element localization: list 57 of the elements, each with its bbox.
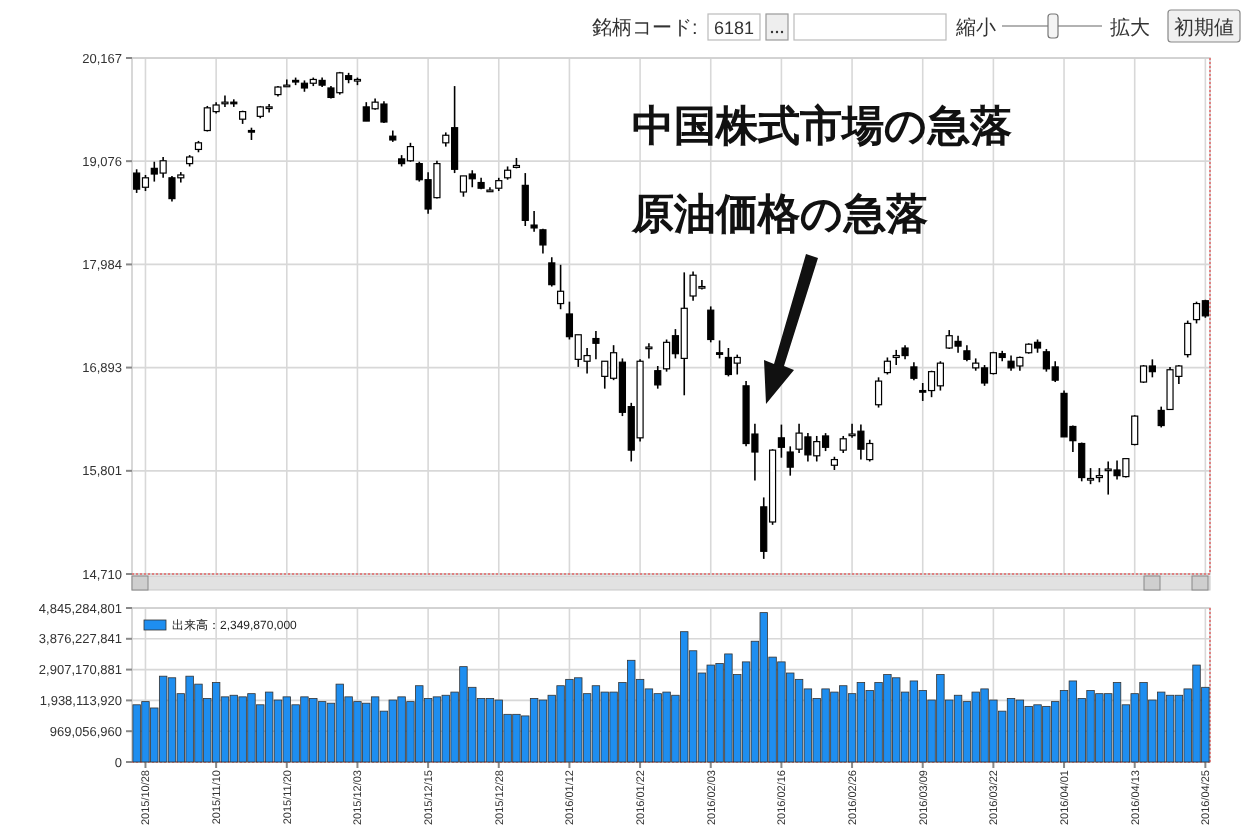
candlestick bbox=[936, 360, 944, 392]
bar bbox=[1015, 699, 1025, 763]
candlestick bbox=[724, 347, 733, 378]
candlestick bbox=[601, 360, 609, 390]
candlestick bbox=[662, 338, 671, 373]
candlestick bbox=[592, 330, 600, 361]
candlestick bbox=[874, 376, 883, 409]
bar bbox=[856, 682, 866, 763]
bar bbox=[485, 698, 495, 763]
candlestick bbox=[168, 175, 176, 203]
bar bbox=[1006, 698, 1016, 763]
bar bbox=[370, 696, 380, 763]
bar bbox=[211, 682, 221, 763]
annotation: 中国株式市場の急落 bbox=[632, 102, 1012, 150]
candlestick bbox=[406, 142, 415, 163]
bar bbox=[273, 699, 283, 763]
bar bbox=[953, 694, 963, 763]
bar bbox=[1174, 694, 1184, 763]
candlestick bbox=[548, 256, 556, 288]
candlestick bbox=[530, 210, 538, 233]
candlestick bbox=[645, 342, 653, 360]
candlestick bbox=[159, 156, 167, 179]
bar bbox=[1112, 682, 1122, 763]
text: 銘柄コード: bbox=[592, 16, 698, 40]
candlestick bbox=[733, 353, 741, 376]
bar bbox=[317, 701, 327, 763]
text: 縮小 bbox=[954, 16, 996, 40]
candlestick bbox=[786, 445, 794, 477]
candlestick bbox=[539, 228, 547, 255]
text: 拡大 bbox=[1110, 16, 1150, 40]
candlestick bbox=[1157, 405, 1165, 429]
text: 6181 bbox=[714, 18, 755, 38]
bar bbox=[1165, 694, 1175, 763]
candlestick bbox=[654, 365, 662, 390]
bar bbox=[167, 677, 177, 763]
bar bbox=[1068, 680, 1078, 763]
bar bbox=[264, 691, 274, 763]
candlestick bbox=[777, 423, 786, 459]
candlestick bbox=[1131, 414, 1139, 447]
candlestick bbox=[459, 175, 468, 198]
candlestick bbox=[1192, 300, 1201, 325]
bar bbox=[432, 696, 442, 763]
bar bbox=[529, 698, 539, 763]
candlestick bbox=[1078, 441, 1086, 483]
bar bbox=[591, 685, 601, 763]
bar bbox=[794, 678, 804, 763]
candlestick bbox=[707, 305, 715, 344]
candlestick bbox=[927, 369, 936, 398]
annotation: 原油価格の急落 bbox=[630, 192, 928, 238]
bar bbox=[538, 699, 548, 763]
bar bbox=[158, 675, 168, 763]
candlestick bbox=[1184, 319, 1192, 359]
bar bbox=[909, 680, 919, 763]
candlestick bbox=[556, 264, 565, 311]
text: 初期値 bbox=[1174, 16, 1234, 40]
candlestick bbox=[133, 168, 141, 194]
candlestick bbox=[521, 172, 529, 227]
